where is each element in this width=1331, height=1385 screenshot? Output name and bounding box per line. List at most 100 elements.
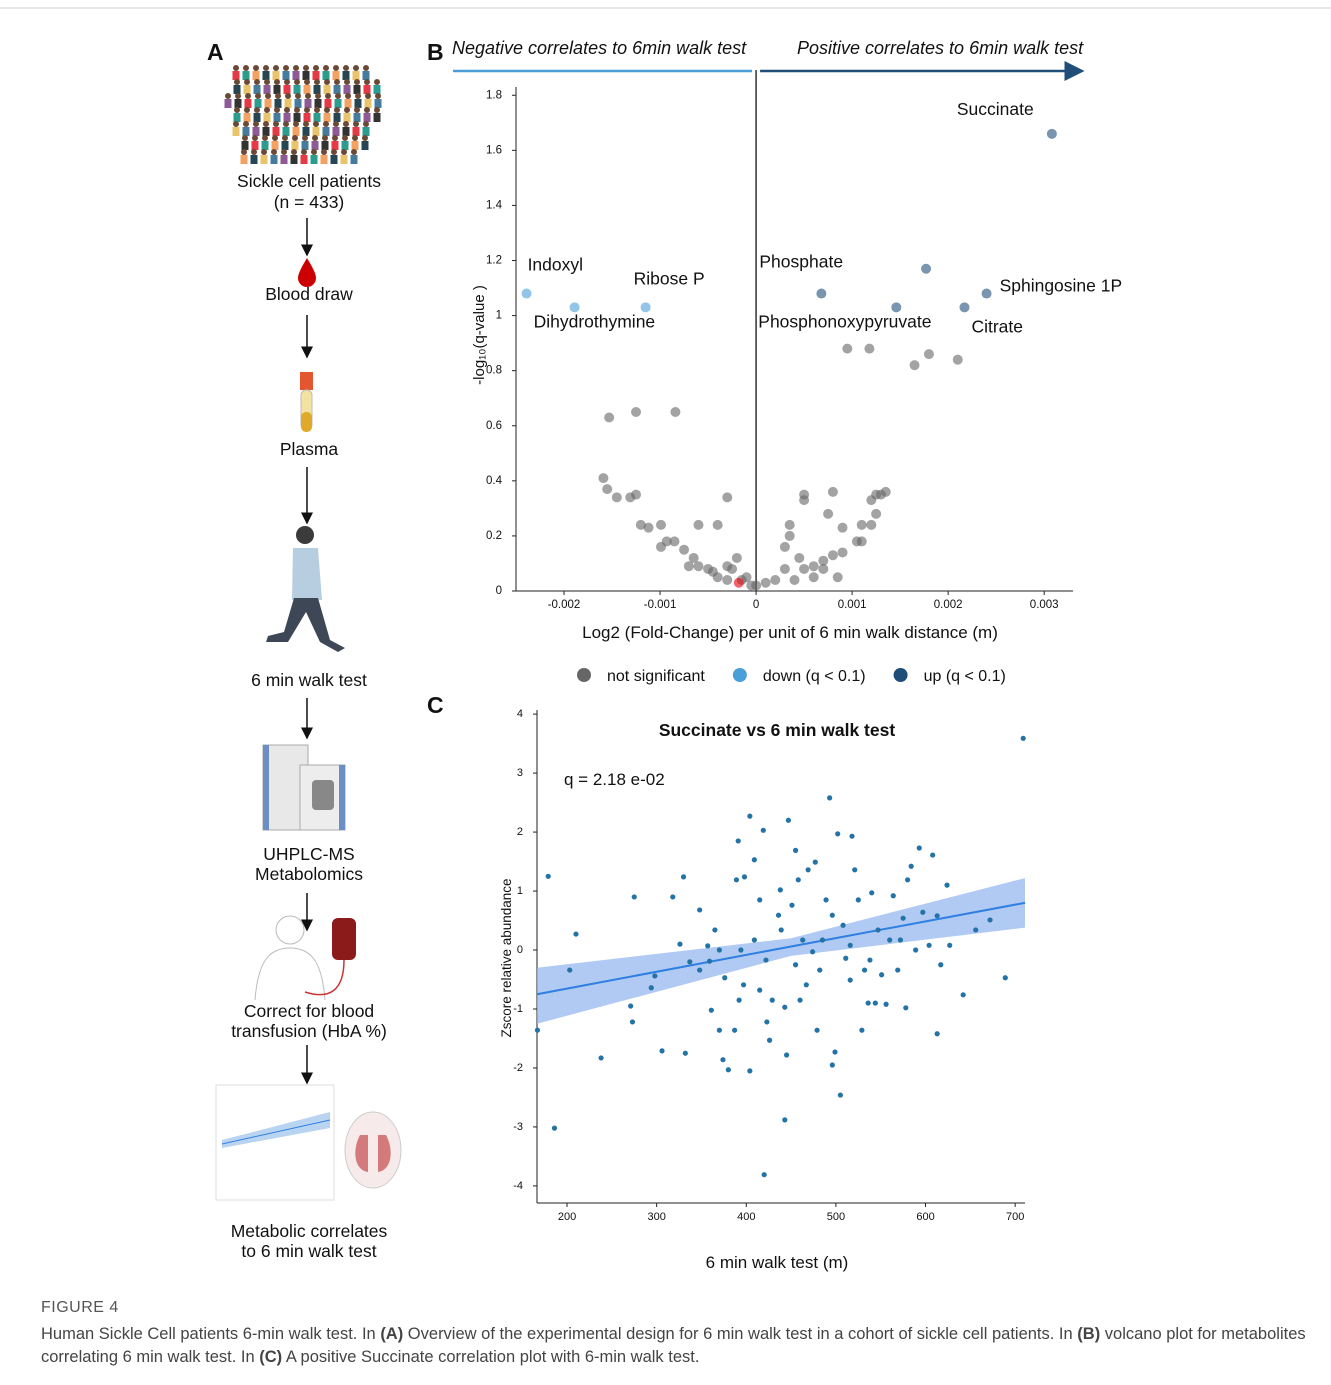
head: [253, 65, 259, 71]
point: [809, 949, 816, 955]
person: [251, 135, 259, 150]
point: [903, 1005, 909, 1011]
body: [364, 99, 372, 108]
point: [747, 813, 753, 819]
person: [242, 121, 250, 136]
crowd-icon: [224, 65, 382, 164]
person: [340, 149, 348, 164]
body: [323, 113, 331, 122]
person: [310, 149, 318, 164]
head: [314, 79, 320, 85]
person: [301, 135, 309, 150]
person: [280, 149, 288, 164]
person: [283, 107, 291, 122]
y-tick-label: 0.2: [486, 530, 502, 542]
head: [335, 93, 341, 99]
point: [840, 922, 846, 928]
head: [284, 107, 290, 113]
body: [302, 127, 310, 136]
head: [233, 121, 239, 127]
body: [342, 127, 350, 136]
point: [829, 912, 835, 918]
point: [741, 874, 748, 880]
head: [323, 65, 329, 71]
y-tick-label: 1.2: [486, 255, 502, 267]
body: [353, 113, 361, 122]
person: [252, 121, 260, 136]
point-label: Sphingosine 1P: [1000, 276, 1123, 296]
legend-swatch: [577, 668, 591, 682]
point: [784, 519, 795, 530]
caption-part: A positive Succinate correlation plot wi…: [282, 1348, 700, 1366]
point-label: Succinate: [957, 99, 1034, 119]
legend-swatch: [893, 668, 908, 682]
person: [352, 65, 360, 80]
x-tick-label: 400: [737, 1211, 755, 1223]
body: [243, 113, 251, 122]
person: [224, 93, 232, 108]
person: [241, 135, 249, 150]
body: [362, 71, 370, 80]
head: [354, 107, 360, 113]
head: [294, 79, 300, 85]
point: [712, 572, 723, 583]
head: [353, 121, 359, 127]
point: [981, 288, 992, 299]
point: [751, 937, 757, 943]
caption-part: (A): [380, 1325, 404, 1343]
point: [534, 1027, 541, 1033]
caption-label: FIGURE 4: [41, 1299, 119, 1316]
person: [261, 135, 269, 150]
body: [323, 85, 331, 94]
head: [301, 149, 307, 155]
person: [272, 65, 280, 80]
head: [314, 107, 320, 113]
point: [934, 913, 940, 919]
body: [330, 155, 338, 164]
point: [751, 857, 757, 863]
point: [926, 942, 932, 948]
point: [944, 882, 950, 888]
person: [243, 79, 251, 94]
head: [235, 93, 241, 99]
person: [332, 121, 340, 136]
point: [887, 937, 893, 943]
point: [864, 343, 875, 354]
caption-text: Human Sickle Cell patients 6-min walk te…: [41, 1323, 1311, 1369]
panel-letter: C: [427, 692, 444, 718]
head: [295, 93, 301, 99]
x-tick-label: 300: [647, 1211, 665, 1223]
body: [272, 127, 280, 136]
body: [324, 99, 332, 108]
head: [293, 65, 299, 71]
point: [693, 519, 704, 530]
y-tick-label: -1: [513, 1003, 523, 1015]
body: [352, 127, 360, 136]
person: [244, 93, 252, 108]
person: [303, 107, 311, 122]
point: [843, 955, 849, 961]
chart-title: Succinate vs 6 min walk test: [659, 720, 896, 740]
point: [1002, 975, 1008, 981]
point: [827, 486, 838, 497]
legend-swatch: [732, 668, 747, 682]
person: [302, 65, 310, 80]
point: [677, 941, 683, 947]
transfusion-icon: [254, 915, 356, 1001]
body: [363, 85, 371, 94]
head: [355, 93, 361, 99]
body: [280, 155, 288, 164]
person: [273, 79, 281, 94]
head: [234, 107, 240, 113]
point: [789, 574, 800, 585]
head: [284, 79, 290, 85]
body: [263, 113, 271, 122]
point: [628, 1003, 634, 1009]
body: [233, 113, 241, 122]
step-label: Plasma: [280, 439, 339, 459]
person: [253, 79, 261, 94]
body: [350, 155, 358, 164]
head: [273, 121, 279, 127]
person: [324, 93, 332, 108]
instrument-icon: [262, 744, 346, 831]
